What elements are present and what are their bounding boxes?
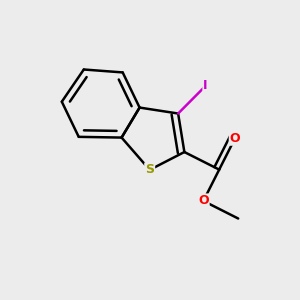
Text: S: S xyxy=(145,164,154,176)
Text: O: O xyxy=(230,132,240,145)
Text: O: O xyxy=(198,194,209,207)
Text: I: I xyxy=(203,79,208,92)
